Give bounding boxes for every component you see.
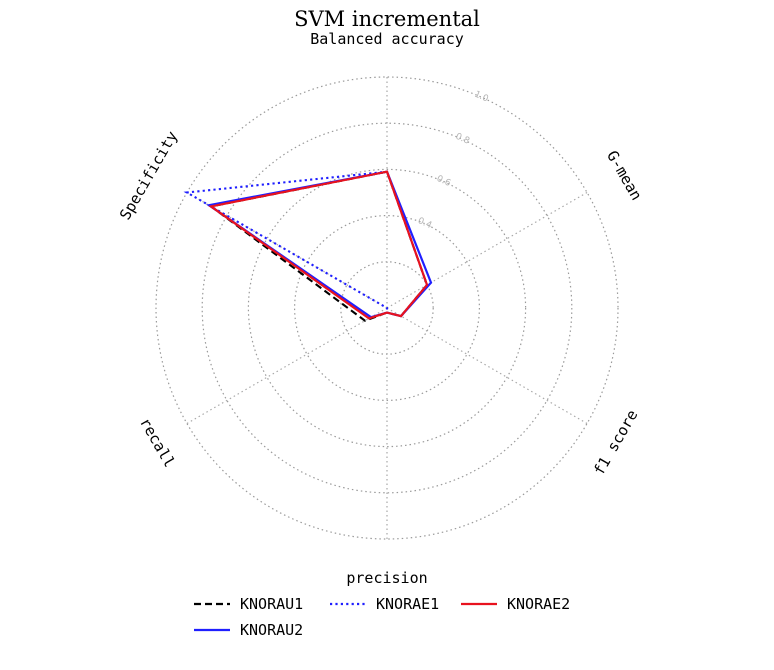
radial-tick-label: 0.8 [454, 132, 471, 147]
series-line-knorau2 [206, 170, 433, 319]
series-line-knorae1 [183, 170, 429, 318]
legend: KNORAU1 KNORAE1 KNORAE2 KNORAU2 [194, 595, 570, 639]
radial-tick-label: 1.0 [473, 90, 490, 105]
legend-item-knorau2: KNORAU2 [194, 621, 303, 639]
grid-ring [247, 168, 527, 448]
axis-label-precision: precision [346, 569, 427, 587]
legend-item-knorau1: KNORAU1 [194, 595, 303, 613]
radial-tick-label: 0.4 [416, 216, 433, 231]
legend-label-knorae2: KNORAE2 [507, 595, 570, 613]
legend-item-knorae2: KNORAE2 [461, 595, 570, 613]
axis-label-recall: recall [136, 415, 179, 471]
grid-ring [155, 76, 619, 540]
grid-spoke [186, 307, 388, 425]
radial-tick-label: 0.6 [435, 174, 452, 189]
chart-title: SVM incremental [294, 7, 480, 31]
grid-spoke [386, 307, 588, 425]
axis-label-balanced-accuracy: Balanced accuracy [310, 30, 464, 48]
grid-ring [294, 215, 481, 402]
legend-label-knorae1: KNORAE1 [376, 595, 439, 613]
data-series [183, 170, 433, 322]
grid-ring [201, 122, 573, 494]
legend-label-knorau2: KNORAU2 [240, 621, 303, 639]
series-line-knorae2 [208, 170, 429, 320]
axis-label-f1-score: f1 score [590, 407, 642, 479]
polar-grid [155, 76, 619, 540]
radial-tick-labels: 0.4 0.6 0.8 1.0 [416, 90, 490, 232]
axis-label-g-mean: G-mean [603, 148, 646, 204]
legend-item-knorae1: KNORAE1 [330, 595, 439, 613]
axis-label-specificity: Specificity [116, 128, 181, 223]
legend-label-knorau1: KNORAU1 [240, 595, 303, 613]
